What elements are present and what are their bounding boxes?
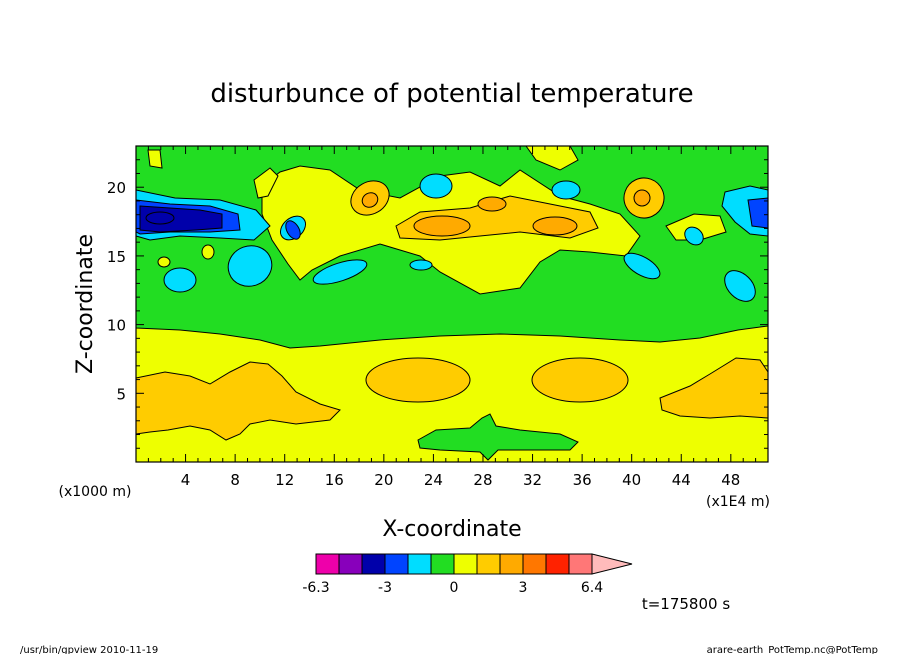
x-axis-label: X-coordinate xyxy=(382,517,521,542)
plot-frame xyxy=(135,145,769,463)
region-green-lower xyxy=(417,413,579,461)
y-tick-label: 20 xyxy=(107,179,126,197)
x-tick-label: 28 xyxy=(473,471,492,489)
colorbar-box xyxy=(545,553,570,575)
x-tick-label: 12 xyxy=(275,471,294,489)
region-dark-orange-blob xyxy=(477,196,507,212)
region-cyan-blob xyxy=(419,173,453,199)
region-cyan-blob xyxy=(623,252,661,280)
x-tick-label: 16 xyxy=(325,471,344,489)
region-orange-lower-left xyxy=(136,361,341,441)
region-cyan-blob xyxy=(551,180,581,200)
footer-right: arare-earth_PotTemp.nc@PotTemp xyxy=(707,645,878,654)
region-cyan-blob xyxy=(163,267,197,293)
colorbar-tick-label: -6.3 xyxy=(302,580,329,596)
time-label: t=175800 s xyxy=(642,595,730,613)
region-yellow-patch xyxy=(201,244,215,260)
region-navy-blob xyxy=(145,211,175,225)
x-tick-label: 8 xyxy=(230,471,240,489)
y-axis-label: Z-coordinate xyxy=(73,234,98,374)
y-tick-label: 15 xyxy=(107,248,126,266)
colorbar-box xyxy=(338,553,363,575)
y-axis-unit: (x1000 m) xyxy=(59,484,132,500)
region-cyan-blob xyxy=(684,226,704,246)
region-yellow-patch xyxy=(253,167,279,199)
x-tick-label: 4 xyxy=(181,471,191,489)
colorbar-tick-label: 3 xyxy=(519,580,528,596)
colorbar-box xyxy=(430,553,455,575)
footer-left: /usr/bin/gpview 2010-11-19 xyxy=(20,645,158,654)
colorbar-box xyxy=(453,553,478,575)
region-cyan-blob xyxy=(409,259,433,271)
y-tick-label: 10 xyxy=(107,317,126,335)
x-tick-label: 20 xyxy=(374,471,393,489)
x-tick-label: 32 xyxy=(523,471,542,489)
region-cyan-blob xyxy=(724,270,756,302)
colorbar-box xyxy=(522,553,547,575)
colorbar-extension xyxy=(591,553,633,575)
chart-title: disturbunce of potential temperature xyxy=(210,79,693,109)
region-yellow-patch xyxy=(665,213,727,241)
x-axis-unit: (x1E4 m) xyxy=(706,494,770,510)
colorbar-box xyxy=(384,553,409,575)
region-dark-orange-blob xyxy=(413,215,471,237)
x-tick-label: 44 xyxy=(672,471,691,489)
colorbar: -6.3 -3 0 3 6.4 xyxy=(302,553,633,596)
colorbar-tick-label: -3 xyxy=(378,580,392,596)
contour-fill xyxy=(136,146,768,462)
region-orange-lower xyxy=(531,357,629,403)
colorbar-tick-label: 6.4 xyxy=(581,580,603,596)
region-yellow-patch xyxy=(525,146,579,171)
colorbar-box xyxy=(499,553,524,575)
region-cyan-blob xyxy=(312,259,368,285)
region-yellow-patch xyxy=(147,149,163,169)
colorbar-tick-label: 0 xyxy=(450,580,459,596)
region-dark-orange-blob xyxy=(532,216,578,236)
region-blue-blob xyxy=(285,220,301,240)
x-tick-label: 40 xyxy=(622,471,641,489)
region-dark-orange-blob xyxy=(361,192,379,208)
colorbar-box xyxy=(315,553,340,575)
colorbar-box xyxy=(361,553,386,575)
region-orange-lower-right xyxy=(659,357,768,419)
x-tick-label: 24 xyxy=(424,471,443,489)
colorbar-box xyxy=(568,553,593,575)
region-blue-band xyxy=(747,197,768,229)
region-yellow-patch xyxy=(157,256,171,268)
colorbar-box xyxy=(476,553,501,575)
colorbar-box xyxy=(407,553,432,575)
y-tick-label: 5 xyxy=(116,385,126,403)
region-cyan-blob xyxy=(227,245,273,287)
x-tick-label: 36 xyxy=(573,471,592,489)
x-tick-label: 48 xyxy=(721,471,740,489)
region-orange-lower xyxy=(365,357,471,403)
region-dark-orange-blob xyxy=(633,189,651,207)
